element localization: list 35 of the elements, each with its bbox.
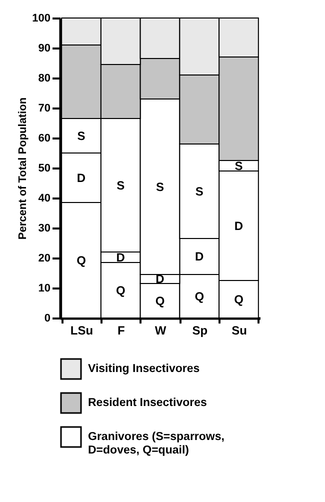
y-axis-title: Percent of Total Population [17,97,30,240]
x-tick-label: Sp [192,324,208,338]
data-label: S [77,128,86,143]
data-label: Q [155,294,165,308]
data-label: Q [194,289,204,304]
legend-label: Resident Insectivores [88,397,207,409]
data-label: S [116,178,125,192]
data-label: Q [116,283,126,298]
data-label: D [195,250,204,264]
x-tick-label: W [154,324,167,338]
y-tick-label: 10 [38,282,50,294]
data-label: S [195,184,204,198]
y-tick-label: 0 [44,312,50,324]
legend-label: Granivores (S=sparrows, D=doves, Q=quail) [88,431,224,456]
data-label: D [156,272,165,286]
x-tick-label: Su [232,324,247,338]
data-label: D [116,250,126,264]
legend-label: Visiting Insectivores [88,363,200,375]
y-tick-label: 90 [38,42,50,54]
data-label: D [234,218,244,233]
y-tick-label: 60 [38,132,50,144]
y-tick-label: 20 [38,252,50,264]
y-tick-label: 40 [38,192,50,204]
y-tick-label: 70 [38,102,50,114]
y-tick-label: 100 [32,12,50,24]
y-tick-label: 80 [38,72,50,84]
x-tick-label: LSu [70,324,94,338]
data-label: S [156,180,164,194]
y-tick-label: 50 [38,162,50,174]
y-tick-label: 30 [38,222,50,234]
data-label: Q [234,292,244,306]
data-label: S [234,158,243,173]
data-label: D [76,170,86,185]
data-label: Q [76,253,86,268]
x-tick-label: F [117,324,125,338]
